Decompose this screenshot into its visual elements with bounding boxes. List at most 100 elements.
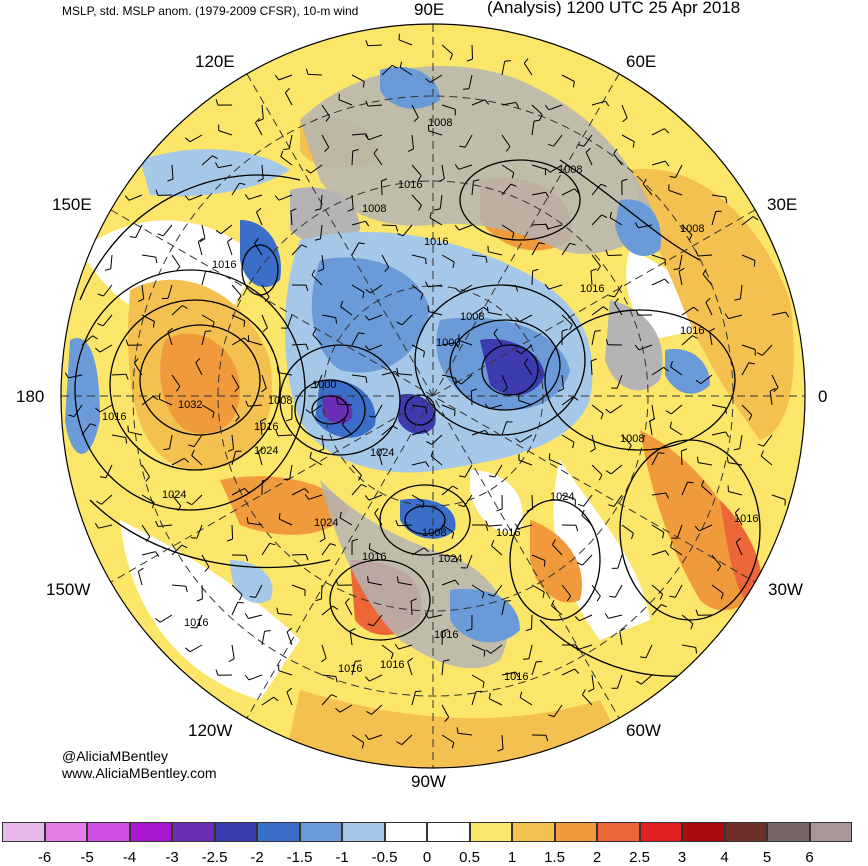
colorbar-label: -2	[250, 849, 263, 866]
lon-label-150w: 150W	[46, 580, 90, 600]
colorbar-swatch	[342, 822, 385, 842]
wind-barb-feather	[505, 601, 511, 602]
isobar-label: 1032	[178, 399, 202, 411]
colorbar-swatch	[725, 822, 768, 842]
colorbar-swatch	[470, 822, 513, 842]
colorbar-swatch	[45, 822, 88, 842]
isobar-label: 1024	[314, 517, 338, 529]
colorbar-swatch	[810, 822, 853, 842]
wind-barb-feather	[674, 269, 680, 270]
isobar-label: 1016	[212, 259, 236, 271]
colorbar-swatch	[300, 822, 343, 842]
isobar-label: 1008	[620, 433, 644, 445]
isobar-label: 1008	[680, 223, 704, 235]
wind-barb-shaft	[232, 525, 233, 539]
isobar-label: 1016	[434, 629, 458, 641]
colorbar-label: 1.5	[544, 849, 565, 866]
isobar-label: 1024	[550, 491, 574, 503]
wind-barb-feather	[368, 576, 369, 582]
wind-barb-feather	[426, 258, 427, 264]
wind-barb-shaft	[381, 181, 382, 195]
isobar-label: 1008	[558, 164, 582, 176]
wind-barb-feather	[244, 321, 245, 327]
wind-barb-shaft	[472, 45, 473, 59]
wind-barb-shaft	[442, 631, 443, 645]
isobar-label: 1024	[162, 489, 186, 501]
colorbar-swatch	[257, 822, 300, 842]
wind-barb-feather	[463, 89, 469, 90]
wind-barb-feather	[238, 602, 244, 603]
isobar-label: 1008	[460, 311, 484, 323]
wind-barb-feather	[544, 560, 545, 566]
wind-barb-feather	[688, 482, 694, 483]
wind-barb-feather	[549, 453, 550, 459]
isobar-label: 1016	[398, 179, 422, 191]
colorbar-swatch	[640, 822, 683, 842]
colorbar-label: -3	[165, 849, 178, 866]
colorbar-swatch	[427, 822, 470, 842]
wind-barb-feather	[355, 661, 361, 662]
colorbar-swatch	[215, 822, 258, 842]
wind-barb-shaft	[532, 615, 533, 629]
wind-barb-feather	[595, 331, 601, 332]
isobar-label: 1016	[362, 551, 386, 563]
wind-barb-feather	[205, 331, 211, 332]
colorbar-label: -4	[123, 849, 136, 866]
colorbar-swatch	[555, 822, 598, 842]
wind-barb-shaft	[292, 555, 306, 556]
colorbar-label: -6	[38, 849, 51, 866]
colorbar-label: 2	[593, 849, 601, 866]
wind-barb-shaft	[308, 74, 322, 75]
isobar-label: 1016	[254, 421, 278, 433]
colorbar-label: 1	[508, 849, 516, 866]
lon-label-90e: 90E	[414, 0, 444, 20]
colorbar-swatch	[385, 822, 428, 842]
wind-barb-shaft	[532, 271, 533, 285]
wind-barb-feather	[279, 513, 280, 519]
isobar-label: 1024	[438, 553, 462, 565]
colorbar-label: 5	[763, 849, 771, 866]
wind-barb-feather	[336, 318, 337, 324]
colorbar-label: 0.5	[459, 849, 480, 866]
colorbar-swatch	[2, 822, 45, 842]
colorbar-swatch	[512, 822, 555, 842]
wind-barb-shaft	[321, 585, 322, 599]
wind-barb-feather	[523, 659, 529, 660]
credit-website: www.AliciaMBentley.com	[62, 765, 217, 781]
lon-label-90w: 90W	[411, 772, 446, 792]
lon-label-60w: 60W	[626, 721, 661, 741]
lon-label-60e: 60E	[626, 52, 656, 72]
isobar-label: 1016	[102, 411, 126, 423]
lon-label-120w: 120W	[188, 721, 232, 741]
polar-map: 1008 1016 1008 1016 1016 1008 1016 1008 …	[0, 0, 868, 820]
wind-barb-feather	[726, 408, 727, 414]
isobar-label: 1000	[436, 337, 460, 349]
isobar-label: 1008	[362, 203, 386, 215]
colorbar-swatch	[597, 822, 640, 842]
wind-barb-feather	[265, 631, 271, 632]
wind-barb-shaft	[471, 391, 472, 405]
wind-barb-feather	[754, 261, 755, 267]
wind-barb-feather	[311, 387, 317, 388]
colorbar-label: -2.5	[202, 849, 228, 866]
colorbar-label: 6	[805, 849, 813, 866]
isobar-label: 1008	[268, 395, 292, 407]
colorbar-swatch	[130, 822, 173, 842]
colorbar-swatch	[172, 822, 215, 842]
isobar-label: 1024	[254, 445, 278, 457]
isobar-label: 1000	[312, 379, 336, 391]
colorbar-label: 3	[678, 849, 686, 866]
isobar-label: 1016	[734, 513, 758, 525]
colorbar-label: 0	[423, 849, 431, 866]
wind-barb-feather	[159, 393, 160, 399]
isobar-label: 1016	[680, 325, 704, 337]
wind-barb-shaft	[382, 225, 396, 226]
colorbar-swatch	[682, 822, 725, 842]
lon-label-180: 180	[16, 387, 44, 407]
isobar-label: 1016	[424, 236, 448, 248]
wind-barb-shaft	[532, 495, 533, 509]
lon-label-120e: 120E	[195, 52, 235, 72]
isobar-label: 1008	[422, 527, 446, 539]
isobar-label: 1016	[184, 617, 208, 629]
wind-barb-feather	[488, 246, 489, 252]
